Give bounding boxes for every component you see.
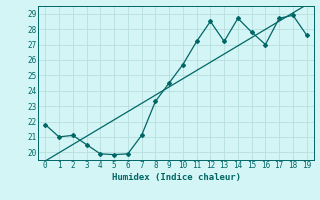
X-axis label: Humidex (Indice chaleur): Humidex (Indice chaleur) (111, 173, 241, 182)
